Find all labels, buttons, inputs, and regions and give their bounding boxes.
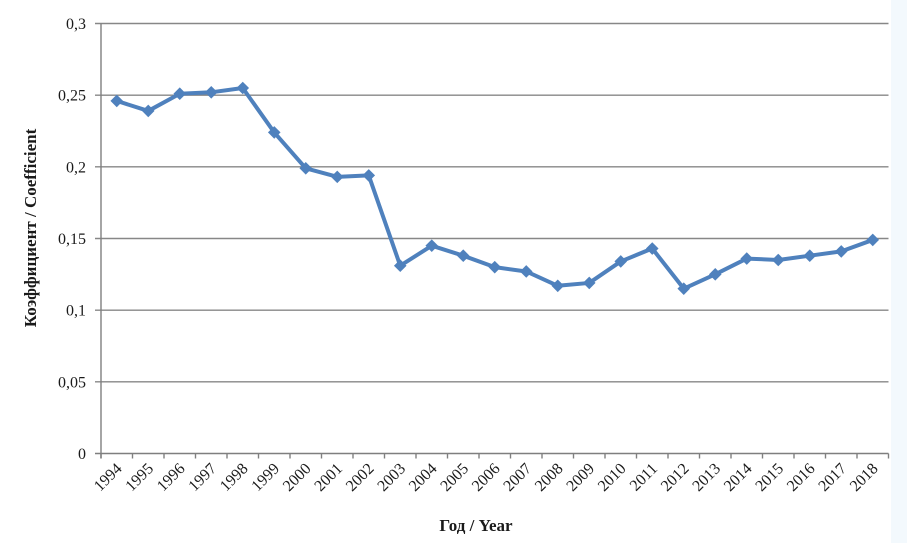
y-tick-label: 0,2 [66,159,86,176]
x-tick-label: 2016 [784,460,819,495]
data-point-marker [173,87,187,101]
data-point-marker [141,104,155,118]
data-point-marker [330,170,344,184]
x-tick-label: 2009 [563,460,598,495]
y-tick-label: 0,25 [58,88,86,105]
y-tick-label: 0 [78,446,86,463]
data-point-marker [299,161,313,175]
x-tick-label: 2018 [847,460,882,495]
x-tick-label: 1996 [154,460,189,495]
x-tick-label: 2013 [689,460,724,495]
data-point-marker [771,253,785,267]
y-tick-label: 0,15 [58,231,86,248]
x-tick-label: 1997 [185,460,220,495]
data-point-marker [740,252,754,265]
data-point-marker [110,94,124,108]
data-point-marker [204,86,218,99]
x-tick-label: 2003 [374,460,409,495]
data-point-marker [425,239,439,252]
x-tick-label: 2000 [280,460,315,495]
x-tick-label: 2010 [595,460,630,495]
x-tick-label: 1994 [91,460,126,495]
data-point-marker [393,259,407,273]
x-tick-label: 2006 [469,460,504,495]
x-tick-label: 1998 [217,460,252,495]
data-point-marker [866,233,880,247]
y-tick-label: 0,05 [58,374,86,391]
page-edge-tint [891,0,907,543]
x-tick-label: 2004 [406,460,441,495]
y-tick-label: 0,3 [66,16,86,33]
data-point-marker [614,255,628,268]
data-point-marker [456,249,470,262]
x-tick-label: 2017 [815,460,850,495]
x-tick-label: 2002 [343,460,378,495]
x-tick-label: 2014 [721,460,756,495]
x-tick-label: 1995 [122,460,157,495]
x-tick-label: 2012 [658,460,693,495]
data-point-marker [645,242,659,255]
data-point-marker [362,169,376,182]
data-point-marker [677,282,691,295]
x-tick-label: 1999 [248,460,283,495]
x-tick-label: 2001 [311,460,346,495]
data-point-marker [551,279,565,293]
data-point-marker [834,245,848,258]
y-tick-label: 0,1 [66,303,86,320]
data-point-marker [488,260,502,274]
x-axis-title: Год / Year [439,516,513,535]
data-point-marker [708,268,722,281]
x-tick-label: 2007 [500,460,535,495]
data-point-marker [582,276,596,290]
data-point-marker [519,265,533,278]
data-point-marker [803,249,817,262]
data-point-marker [236,81,250,95]
x-tick-label: 2008 [532,460,567,495]
data-point-marker [267,126,281,139]
series-line [114,86,875,291]
x-tick-label: 2011 [627,460,661,494]
y-axis-title: Коэффициент / Coefficient [21,128,40,328]
x-tick-label: 2005 [437,460,472,495]
x-tick-label: 2015 [752,460,787,495]
